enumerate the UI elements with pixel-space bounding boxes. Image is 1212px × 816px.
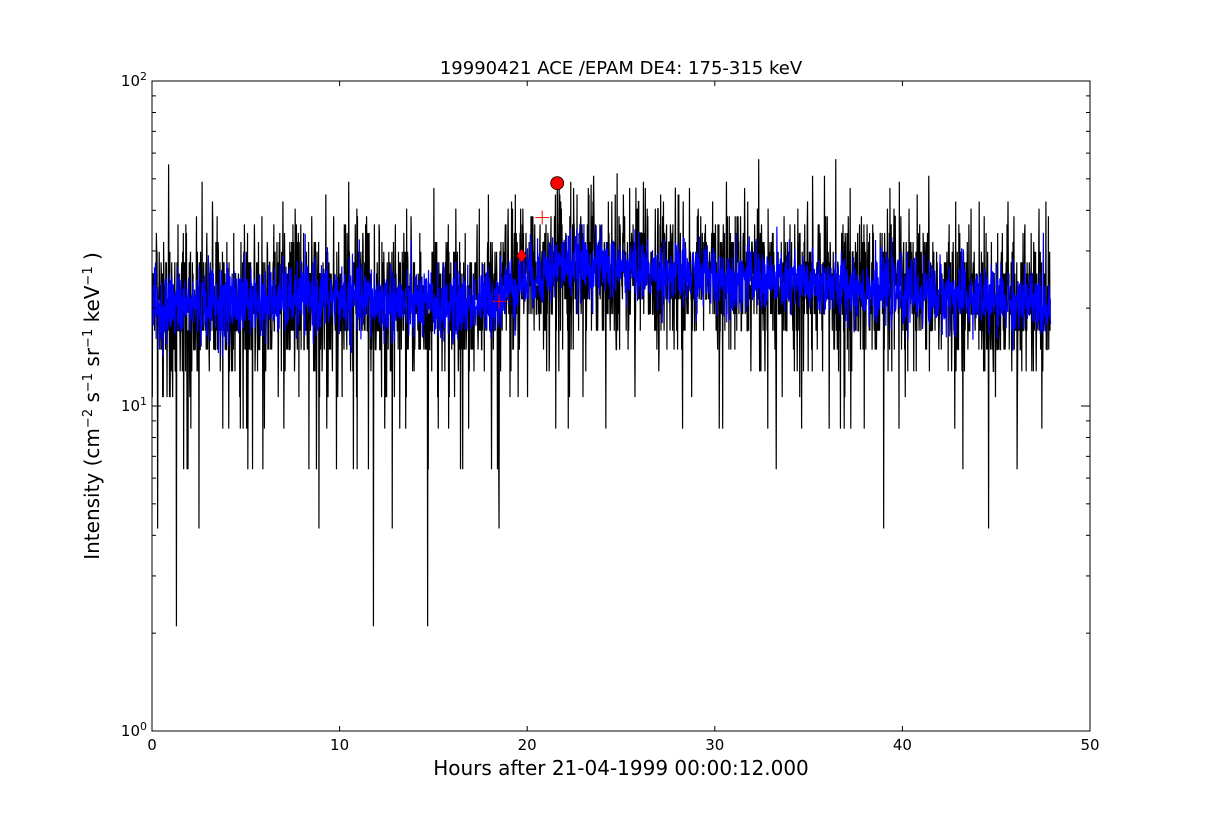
y-tick-label-base: 10 xyxy=(121,72,140,90)
y-tick-label-base: 10 xyxy=(121,397,140,415)
y-axis-label: Intensity (cm−2 s−1 sr−1 keV−1 ) xyxy=(80,252,104,560)
x-tick-label: 20 xyxy=(518,736,537,754)
y-tick-label-exponent: 0 xyxy=(140,720,147,733)
y-axis-label-part: ) xyxy=(80,252,104,266)
x-tick-label: 40 xyxy=(893,736,912,754)
y-axis-label-exponent: −1 xyxy=(81,373,96,392)
plot-area xyxy=(152,159,1052,627)
y-axis-label-exponent: −1 xyxy=(81,266,96,285)
y-axis-label-part: sr xyxy=(80,347,104,373)
plot-frame xyxy=(151,80,1091,732)
y-axis-label-part: Intensity (cm xyxy=(80,428,104,560)
x-axis-label: Hours after 21-04-1999 00:00:12.000 xyxy=(433,756,809,780)
x-tick-label: 30 xyxy=(705,736,724,754)
x-tick-label: 50 xyxy=(1080,736,1099,754)
x-tick-label: 10 xyxy=(330,736,349,754)
series-black-counts xyxy=(152,159,1051,627)
marker-plus xyxy=(492,294,507,309)
y-axis-label-part: keV xyxy=(80,285,104,329)
y-tick-label: 102 xyxy=(121,70,147,91)
chart-title: 19990421 ACE /EPAM DE4: 175-315 keV xyxy=(440,58,803,79)
marker-plus xyxy=(535,210,550,225)
plot-series-group xyxy=(152,159,1052,627)
y-axis-label-exponent: −1 xyxy=(81,329,96,348)
y-tick-label-exponent: 1 xyxy=(140,395,147,408)
marker-circle xyxy=(550,176,565,191)
y-tick-label: 101 xyxy=(121,395,147,416)
y-tick-label-base: 10 xyxy=(121,722,140,740)
series-blue-mean xyxy=(152,224,1052,358)
y-axis-label-exponent: −2 xyxy=(81,409,96,428)
x-tick-label: 0 xyxy=(147,736,157,754)
marker-diamond xyxy=(516,248,527,264)
y-axis-label-part: s xyxy=(80,392,104,409)
y-tick-label-exponent: 2 xyxy=(140,70,147,83)
y-tick-label: 100 xyxy=(121,720,147,741)
